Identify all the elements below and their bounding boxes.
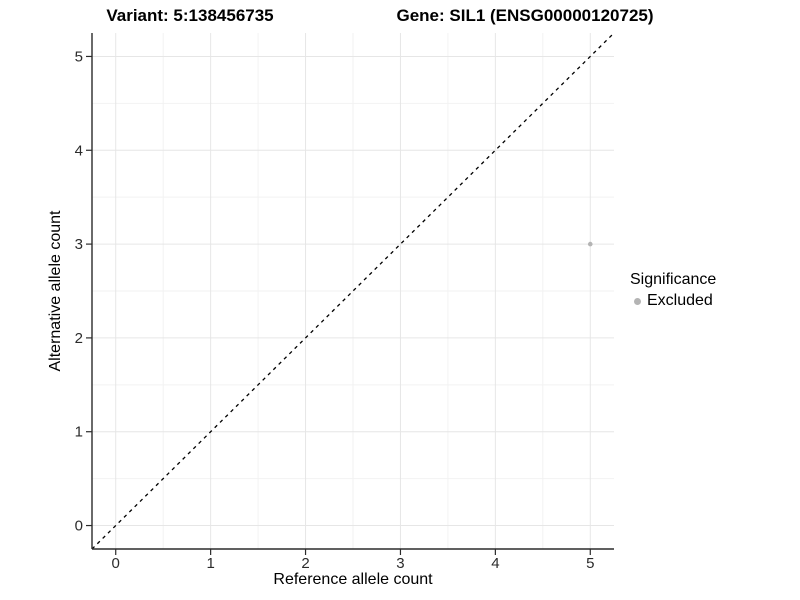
- plot-title-variant: Variant: 5:138456735: [106, 6, 274, 25]
- y-tick-label: 4: [75, 142, 83, 159]
- x-tick-label: 3: [396, 555, 404, 572]
- x-tick-label: 5: [586, 555, 594, 572]
- plot-title-gene: Gene: SIL1 (ENSG00000120725): [396, 6, 654, 25]
- x-tick-label: 2: [301, 555, 309, 572]
- x-tick-label: 1: [206, 555, 214, 572]
- legend-title: Significance: [630, 271, 717, 288]
- legend: Significance Excluded: [630, 270, 716, 310]
- x-tick-label: 0: [112, 555, 120, 572]
- x-tick-label: 4: [491, 555, 499, 572]
- y-tick-label: 5: [75, 48, 83, 65]
- y-tick-label: 3: [75, 236, 83, 253]
- legend-item-label: Excluded: [647, 292, 713, 309]
- x-axis-title: Reference allele count: [273, 571, 433, 588]
- legend-item-excluded: Excluded: [630, 292, 716, 310]
- y-tick-label: 2: [75, 330, 83, 347]
- y-tick-label: 0: [75, 518, 83, 535]
- data-point: [587, 241, 593, 247]
- legend-point-icon: [634, 297, 641, 305]
- y-axis-title: Alternative allele count: [47, 210, 64, 372]
- y-tick-label: 1: [75, 424, 83, 441]
- identity-line: [91, 32, 615, 550]
